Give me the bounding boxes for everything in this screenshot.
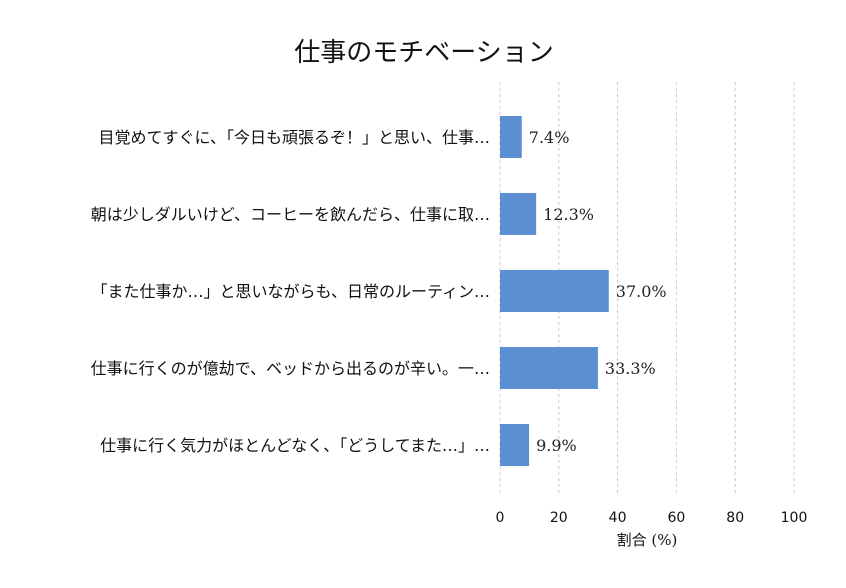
value-label: 33.3% [605,359,656,378]
bar [500,193,537,235]
value-label-layer: 7.4% 12.3% 37.0% 33.3% 9.9% [529,128,667,455]
x-tick-label: 20 [550,510,568,526]
x-tick-label: 0 [496,510,505,526]
x-axis-label: 割合 (%) [617,531,678,549]
bar-layer [500,116,609,466]
value-label: 7.4% [529,128,570,147]
bar [500,270,609,312]
x-tick-layer: 0 20 40 60 80 100 [496,510,808,526]
x-tick-label: 100 [781,510,808,526]
x-tick-label: 80 [726,510,744,526]
category-label: 仕事に行くのが億劫で、ベッドから出るのが辛い。一… [91,359,490,378]
bar [500,116,522,158]
category-label: 仕事に行く気力がほとんどなく、「どうしてまた…」… [100,436,490,455]
bar [500,424,530,466]
value-label: 9.9% [536,436,577,455]
chart-title: 仕事のモチベーション [294,38,553,68]
category-label-layer: 目覚めてすぐに、「今日も頑張るぞ！」と思い、仕事… 朝は少しダルいけど、コーヒーを… [91,128,490,455]
value-label: 12.3% [543,205,594,224]
value-label: 37.0% [616,282,667,301]
category-label: 目覚めてすぐに、「今日も頑張るぞ！」と思い、仕事… [98,128,490,147]
x-tick-label: 40 [609,510,627,526]
category-label: 「また仕事か…」と思いながらも、日常のルーティン… [91,282,490,301]
bar [500,347,598,389]
category-label: 朝は少しダルいけど、コーヒーを飲んだら、仕事に取… [91,205,490,224]
x-tick-label: 60 [667,510,685,526]
